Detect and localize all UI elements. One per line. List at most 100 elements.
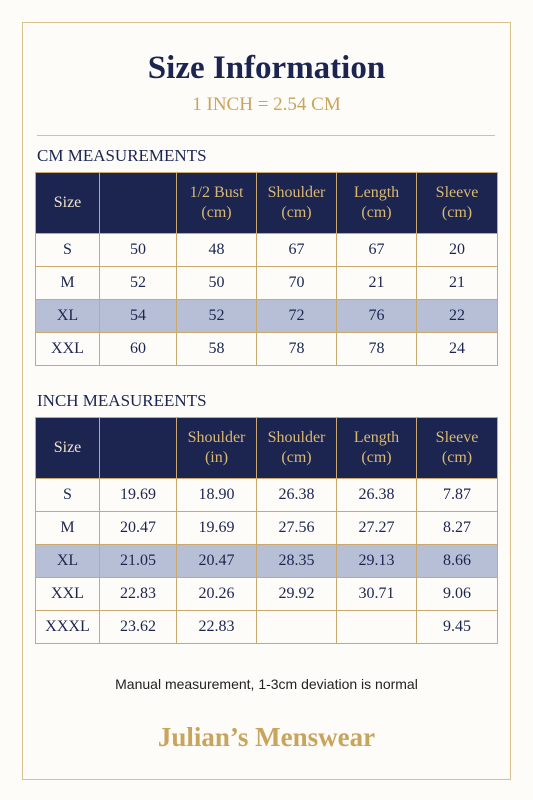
table-cell: 67 [256,233,337,267]
table-cell: 21 [416,266,498,300]
table-cell: 28.35 [256,544,337,578]
table-cell: 20.47 [176,544,257,578]
table-cell: 20.47 [99,511,177,545]
header-text: Length [353,429,400,446]
table-row: M 52 50 70 21 21 [35,266,498,300]
table-cell: M [35,266,100,300]
table-cell: 67 [336,233,417,267]
header-text: Length [353,184,400,201]
header-text: Shoulder [267,184,326,201]
header-text: (cm) [281,204,312,221]
header-cell: Sleeve (cm) [416,172,498,234]
table-cell [256,610,337,644]
table-cell: 20.26 [176,577,257,611]
table-cell: 76 [336,299,417,333]
header-cell: Size [35,172,100,234]
header-cell: Shoulder (in) [176,417,257,479]
header-cell: 1/2 Bust (cm) [176,172,257,234]
table-cell: S [35,233,100,267]
table-row: XXL 60 58 78 78 24 [35,332,498,366]
table-cell: 60 [99,332,177,366]
header-row: Size Shoulder (in) Shoulder (cm) Length (cm) Sl… [35,417,498,479]
table-cell: 27.27 [336,511,417,545]
table-cell: 26.38 [256,478,337,512]
table-cell: XXL [35,577,100,611]
header-cell: Length (cm) [336,172,417,234]
header-text: Size [53,194,82,211]
table-cell: 29.13 [336,544,417,578]
note: Manual measurement, 1-3cm deviation is n… [115,676,418,692]
table-cell: 58 [176,332,257,366]
table-cell: XXXL [35,610,100,644]
header-text: (cm) [441,204,473,221]
table-cell: 22 [416,299,498,333]
table-cell: 18.90 [176,478,257,512]
table-cell: 27.56 [256,511,337,545]
table-row: XXXL 23.62 22.83 9.45 [35,610,498,644]
table-cell: 19.69 [99,478,177,512]
table-cell: 19.69 [176,511,257,545]
table-header: Size 1/2 Bust (cm) Shoulder (cm) Length (cm) Sl… [35,172,498,234]
header-text: (cm) [201,204,232,221]
table-cell: 78 [336,332,417,366]
table-cell: 9.06 [416,577,498,611]
table-cell: 72 [256,299,337,333]
header-text: Shoulder [267,429,326,446]
header-cell: Shoulder (cm) [256,417,337,479]
table-caption: CM MEASUREMENTS [37,146,207,165]
brand: Julian’s Menswear [157,722,376,752]
table-cell: 48 [176,233,257,267]
table-cell: 24 [416,332,498,366]
table-body: S 50 48 67 67 20 M 52 50 70 21 21 XL 54 52 72 76 22 XXL 60 5… [35,233,498,366]
table-cell: 22.83 [99,577,177,611]
table-cell: 78 [256,332,337,366]
header-text: Size [53,439,82,456]
table-cell: 70 [256,266,337,300]
header-text: (cm) [361,449,392,466]
table-caption: INCH MEASUREENTS [37,391,207,410]
table-cell: XL [35,299,100,333]
table-cell: 50 [99,233,177,267]
table-body: S 19.69 18.90 26.38 26.38 7.87 M 20.47 19.69 27.5… [35,478,498,644]
table-row: S 50 48 67 67 20 [35,233,498,267]
header-text: Sleeve [435,184,479,201]
table-cell: 52 [99,266,177,300]
table-cell: 8.27 [416,511,498,545]
table-row: XL 21.05 20.47 28.35 29.13 8.66 [35,544,498,578]
header-row: Size 1/2 Bust (cm) Shoulder (cm) Length (cm) Sl… [35,172,498,234]
header-text: (cm) [361,204,392,221]
header-text: Shoulder [187,429,246,446]
table-cell: 30.71 [336,577,417,611]
size-table: Size 1/2 Bust (cm) Shoulder (cm) Length (cm) Sl… [35,172,498,366]
table-cell: 29.92 [256,577,337,611]
header-cell: Shoulder (cm) [256,172,337,234]
header-text: 1/2 Bust [189,184,244,201]
title: Size Information [147,50,386,86]
header-cell: Sleeve (cm) [416,417,498,479]
header-cell: Length (cm) [336,417,417,479]
table-row: S 19.69 18.90 26.38 26.38 7.87 [35,478,498,512]
table-cell: 9.45 [416,610,498,644]
table-cell: 23.62 [99,610,177,644]
table-cell: 7.87 [416,478,498,512]
table-cell: 52 [176,299,257,333]
divider [37,135,495,136]
table-cell: 20 [416,233,498,267]
frame [22,22,511,780]
header-cell: Size [35,417,100,479]
table-cell: M [35,511,100,545]
table-cell: XXL [35,332,100,366]
table-cell [336,610,417,644]
header-cell [99,417,177,479]
table-cell: 8.66 [416,544,498,578]
table-cell: 54 [99,299,177,333]
table-cell: 50 [176,266,257,300]
header-text: (cm) [441,449,473,466]
header-text: (in) [204,449,229,466]
table-cell: 21.05 [99,544,177,578]
table-header: Size Shoulder (in) Shoulder (cm) Length (cm) Sl… [35,417,498,479]
subtitle: 1 INCH = 2.54 CM [192,94,341,115]
table-row: XXL 22.83 20.26 29.92 30.71 9.06 [35,577,498,611]
table-cell: S [35,478,100,512]
